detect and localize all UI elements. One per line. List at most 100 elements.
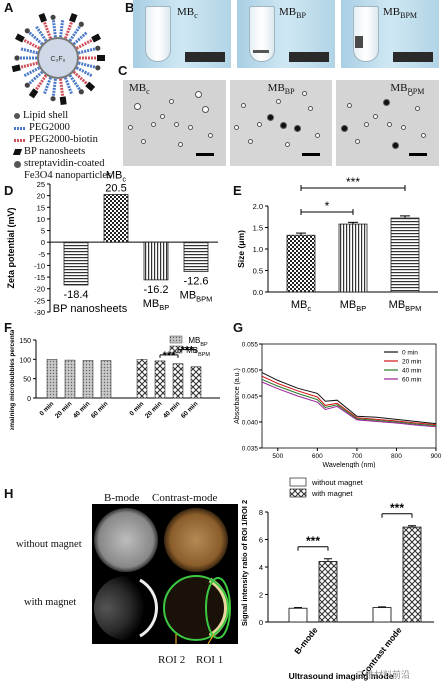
bp-nanosheet xyxy=(59,96,67,106)
bubble xyxy=(308,106,314,112)
legend-swatch xyxy=(169,335,183,344)
y-tick-label: 150 xyxy=(19,338,31,345)
col-label-contrast: Contrast-mode xyxy=(152,492,218,504)
legend-label: MBBPM xyxy=(186,346,210,358)
legend-label: with magnet xyxy=(311,489,353,498)
peg-spoke xyxy=(23,39,41,50)
peg-spoke xyxy=(23,66,41,77)
x-tick-label: 60 min xyxy=(180,400,200,420)
y-axis-label: Remaining microbubbles percentage (%) xyxy=(9,330,16,430)
bubble xyxy=(347,102,353,108)
bar-2 xyxy=(143,241,169,281)
bp-nanosheet xyxy=(69,12,78,23)
tube-label-mbbpm: MBBPM xyxy=(383,6,418,21)
y-axis-label: Size (μm) xyxy=(236,230,246,268)
bp-nanosheet xyxy=(14,33,25,43)
x-tick-label: 20 min xyxy=(54,400,74,420)
category-label: MBBP xyxy=(143,298,169,312)
x-tick-label: 700 xyxy=(351,453,362,460)
roi-2-circle xyxy=(163,575,229,641)
peg-spoke xyxy=(75,39,93,50)
y-tick-label: 0.035 xyxy=(242,446,259,453)
panel-b-label: B xyxy=(125,0,135,15)
bubble xyxy=(285,142,291,148)
peg-spoke xyxy=(59,20,65,38)
y-tick-label: 0 xyxy=(27,396,31,403)
y-tick-label: 20 xyxy=(37,192,45,201)
sig-label: *** xyxy=(181,345,195,357)
fe3o4-legend-icon xyxy=(14,160,21,168)
series-line-0-min xyxy=(261,372,437,425)
legend-row-peg: PEG2000 xyxy=(14,122,111,134)
bubble xyxy=(150,121,156,127)
y-tick-label: -10 xyxy=(34,261,45,270)
col-label-bmode: B-mode xyxy=(104,492,140,504)
tube-photo-mbbpm: MBBPM xyxy=(341,0,439,68)
panel-h-label: H xyxy=(4,486,14,501)
lipid-shell-legend-icon xyxy=(14,113,20,119)
panel-f-label: F xyxy=(4,320,12,335)
bubble xyxy=(240,102,246,108)
bar-0 xyxy=(63,241,89,286)
value-label: 20.5 xyxy=(105,182,126,194)
bp-nanosheet xyxy=(91,33,102,43)
bubble xyxy=(280,121,288,129)
tube-photos: MBc MBBP MBBPM xyxy=(133,0,439,68)
bar-MBBPM-1 xyxy=(154,360,166,399)
tube-label-mbc: MBc xyxy=(177,6,198,21)
sig-label: *** xyxy=(306,534,320,548)
microbubble-schematic: C₃F₈ xyxy=(11,12,105,106)
bar-MBBP-1 xyxy=(64,359,76,399)
x-tick-label: 40 min xyxy=(72,400,92,420)
y-tick-label: 1.5 xyxy=(253,224,263,233)
micrograph-label-mbbp: MBBP xyxy=(267,82,295,97)
bubble xyxy=(340,125,348,133)
bubble xyxy=(373,114,379,120)
bubble xyxy=(208,132,213,138)
category-label: MBc xyxy=(106,170,127,183)
y-tick-label: 5 xyxy=(41,227,45,236)
bubble xyxy=(134,102,142,110)
panel-e-label: E xyxy=(233,183,242,198)
magnet-icon xyxy=(289,52,329,62)
bar-MBBP-2 xyxy=(82,360,94,399)
tube-photo-mbbp: MBBP xyxy=(237,0,335,68)
bubble xyxy=(234,125,240,131)
bubble xyxy=(178,142,184,148)
sediment-icon xyxy=(253,50,269,53)
sig-label: * xyxy=(325,199,330,213)
legend-streptavidin-label: streptavidin-coated xyxy=(24,158,105,169)
bubble xyxy=(141,139,147,145)
sig-label: *** xyxy=(346,175,360,189)
y-tick-label: 0 xyxy=(259,618,263,627)
legend-swatch xyxy=(289,477,307,487)
bubble xyxy=(414,106,420,112)
bubble xyxy=(401,125,407,131)
bubble xyxy=(248,139,254,145)
bp-nanosheet-legend-icon xyxy=(12,149,23,155)
bar-MBBPM-2 xyxy=(172,363,184,399)
category-label: BP nanosheets xyxy=(53,303,128,315)
bubble xyxy=(391,142,399,150)
x-tick-label: 40 min xyxy=(162,400,182,420)
bmode-without-magnet-image xyxy=(94,508,158,572)
legend-bp-label: BP nanosheets xyxy=(24,146,86,157)
lipid-shell-icon xyxy=(37,37,79,79)
peg-spoke xyxy=(20,47,38,55)
bubble xyxy=(408,91,414,97)
row-label-with-magnet: with magnet xyxy=(24,597,77,608)
peg-legend-icon xyxy=(14,126,26,130)
watermark: 二维材料前沿 xyxy=(356,671,411,681)
bubble xyxy=(294,125,302,133)
x-axis-label: Ultrasound imaging mode xyxy=(289,671,394,681)
bubble xyxy=(301,91,307,97)
bubble xyxy=(354,139,360,145)
y-tick-label: 2.0 xyxy=(253,202,263,211)
y-tick-label: 10 xyxy=(37,215,45,224)
y-tick-label: -30 xyxy=(34,308,45,317)
tube-photo-mbc: MBc xyxy=(133,0,231,68)
micrograph-label-mbbpm: MBBPM xyxy=(390,82,425,97)
bp-nanosheet xyxy=(38,12,47,23)
bar-MBBP-0 xyxy=(46,359,58,399)
